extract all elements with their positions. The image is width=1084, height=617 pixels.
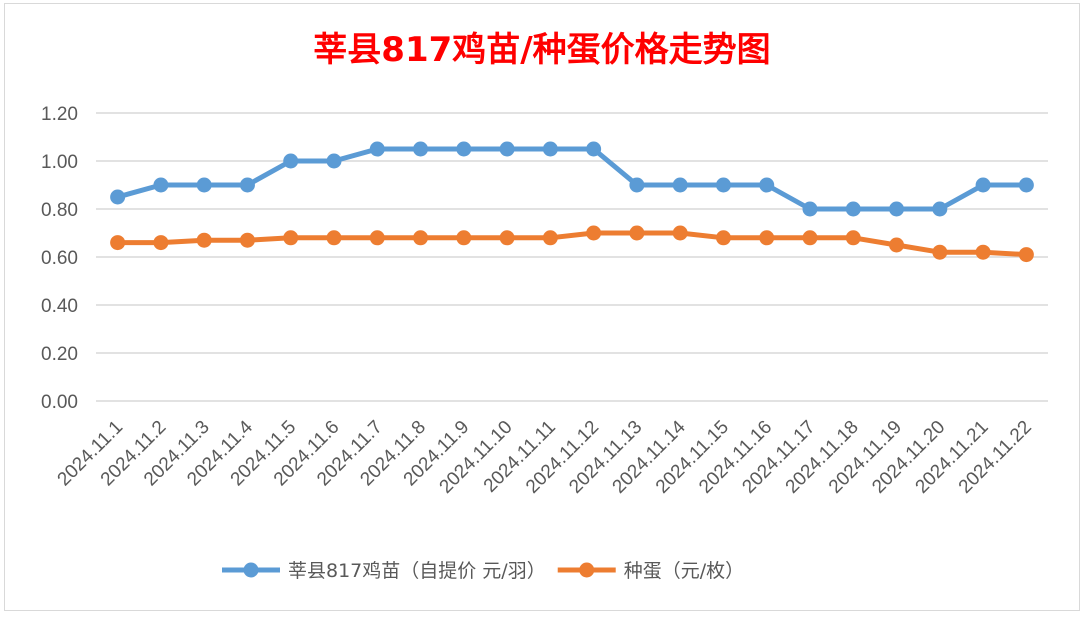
data-point (110, 235, 126, 251)
data-point (629, 225, 645, 241)
legend-label-1: 种蛋（元/枚） (624, 560, 744, 582)
data-point (672, 177, 688, 193)
series-line-1 (117, 230, 1027, 258)
data-point (932, 201, 948, 217)
data-point (542, 141, 558, 157)
data-point (1018, 177, 1034, 193)
data-point (889, 237, 905, 253)
data-point (715, 230, 731, 246)
data-point (889, 201, 905, 217)
legend-marker-1 (579, 562, 595, 578)
data-point (845, 201, 861, 217)
legend-marker-0 (243, 562, 259, 578)
y-tick-label: 0.80 (41, 200, 78, 221)
data-point (369, 230, 385, 246)
y-tick-label: 1.20 (41, 104, 78, 125)
data-point (413, 230, 429, 246)
data-point (845, 230, 861, 246)
data-point (629, 177, 645, 193)
y-tick-label: 0.40 (41, 296, 78, 317)
data-point (759, 177, 775, 193)
data-point (110, 189, 126, 205)
data-point (759, 230, 775, 246)
data-point (499, 141, 515, 157)
data-point (153, 177, 169, 193)
data-point (369, 141, 385, 157)
data-point (586, 141, 602, 157)
legend-label-0: 莘县817鸡苗（自提价 元/羽） (288, 560, 546, 582)
data-point (326, 153, 342, 169)
data-point (975, 244, 991, 260)
data-point (542, 230, 558, 246)
data-point (802, 201, 818, 217)
data-point (586, 225, 602, 241)
data-point (975, 177, 991, 193)
data-point (499, 230, 515, 246)
data-point (413, 141, 429, 157)
data-point (932, 244, 948, 260)
data-point (283, 230, 299, 246)
data-point (456, 141, 472, 157)
data-point (456, 230, 472, 246)
data-point (153, 235, 169, 251)
data-point (196, 232, 212, 248)
data-point (715, 177, 731, 193)
data-point (672, 225, 688, 241)
chart-frame (4, 3, 1080, 611)
chart-title: 莘县817鸡苗/种蛋价格走势图 (313, 30, 771, 70)
y-tick-label: 0.00 (41, 392, 78, 413)
data-point (239, 177, 255, 193)
data-point (283, 153, 299, 169)
data-point (326, 230, 342, 246)
data-point (802, 230, 818, 246)
data-point (1018, 247, 1034, 263)
data-point (239, 232, 255, 248)
y-tick-label: 0.60 (41, 248, 78, 269)
series-line-0 (116, 146, 1027, 212)
y-tick-label: 0.20 (41, 344, 78, 365)
data-point (196, 177, 212, 193)
y-tick-label: 1.00 (41, 152, 78, 173)
